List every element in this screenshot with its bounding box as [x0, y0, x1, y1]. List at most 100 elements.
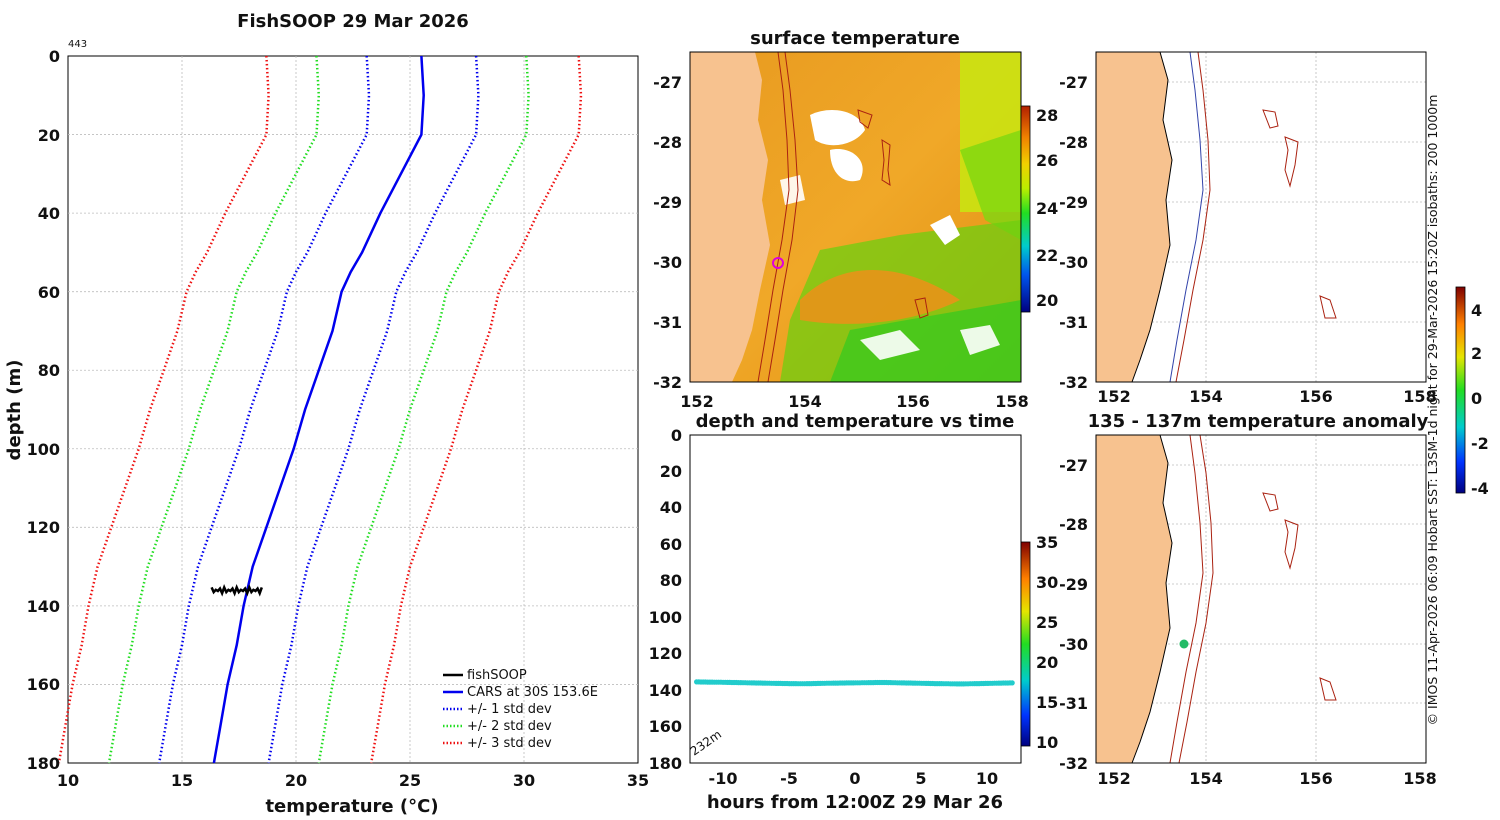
- isobath-y-ticks: -27 -28 -29 -30 -31 -32: [1059, 73, 1088, 392]
- y-tick-label: 20: [38, 126, 60, 145]
- x-tick-label: 20: [285, 771, 307, 790]
- seamount-contour: [1262, 109, 1279, 129]
- profile-axes-box: [67, 55, 639, 764]
- seamount-contour: [1319, 677, 1337, 701]
- lat-tick: -29: [1059, 193, 1088, 212]
- anomaly-map-title: 135 - 137m temperature anomaly: [1088, 411, 1429, 432]
- profile-plot: FishSOOP 29 Mar 2026 443 0 20 40 60 80 1…: [4, 11, 649, 817]
- colorbar-tick: 25: [1036, 613, 1058, 632]
- legend-label: +/- 2 std dev: [467, 719, 552, 734]
- y-tick-label: 0: [49, 47, 60, 66]
- y-tick-label: 60: [38, 283, 60, 302]
- colorbar-tick: 20: [1036, 653, 1058, 672]
- time-point: [1009, 680, 1015, 686]
- y-tick-label: 120: [27, 518, 60, 537]
- time-axes-box: [689, 434, 1022, 764]
- colorbar-tick: 22: [1036, 246, 1058, 265]
- profile-x-label: temperature (°C): [265, 796, 438, 817]
- lon-tick: 156: [1299, 769, 1332, 788]
- lon-tick: 158: [1403, 387, 1436, 406]
- anomaly-y-ticks: -27 -28 -29 -30 -31 -32: [1059, 456, 1088, 773]
- colorbar-tick: 0: [1471, 389, 1482, 408]
- y-tick-label: 100: [27, 440, 60, 459]
- lon-tick: 156: [1299, 387, 1332, 406]
- y-tick-label: 40: [660, 498, 682, 517]
- sst-coolest: [830, 300, 1021, 382]
- isobath-200m: [757, 52, 790, 382]
- lat-tick: -32: [1059, 754, 1088, 773]
- series-line-cars-at-30s-153-6e: [212, 55, 425, 764]
- lon-tick: 152: [680, 392, 713, 411]
- lat-tick: -30: [653, 253, 682, 272]
- y-tick-label: 180: [27, 754, 60, 773]
- profile-legend: fishSOOP CARS at 30S 153.6E +/- 1 std de…: [443, 668, 598, 751]
- y-tick-label: 120: [649, 644, 682, 663]
- isobath-x-ticks: 152 154 156 158: [1097, 387, 1436, 406]
- lat-tick: -29: [1059, 575, 1088, 594]
- sst-eddy: [800, 270, 960, 324]
- y-tick-label: 100: [649, 608, 682, 627]
- x-tick-label: 5: [915, 769, 926, 788]
- cloud-gap: [830, 149, 863, 182]
- y-tick-label: 140: [27, 597, 60, 616]
- lon-tick: 154: [1189, 387, 1222, 406]
- legend-label: fishSOOP: [467, 668, 527, 683]
- sst-front: [960, 130, 1021, 240]
- seamount-contour: [1284, 136, 1299, 188]
- lon-tick: 156: [896, 392, 929, 411]
- cloud-gap: [780, 175, 805, 205]
- colorbar-tick: 20: [1036, 291, 1058, 310]
- y-tick-label: 80: [660, 571, 682, 590]
- sst-x-ticks: 152 154 156 158: [680, 392, 1028, 411]
- lat-tick: -32: [1059, 373, 1088, 392]
- colorbar-tick: -2: [1471, 434, 1489, 453]
- lat-tick: -27: [1059, 73, 1088, 92]
- isobath-1000m: [1178, 434, 1214, 764]
- legend-label: CARS at 30S 153.6E: [467, 685, 598, 700]
- lon-tick: 152: [1097, 769, 1130, 788]
- anomaly-map: 135 - 137m temperature anomaly -27 -28 -…: [1059, 411, 1437, 788]
- seamount-contour: [1319, 295, 1337, 319]
- colorbar-tick: -4: [1471, 479, 1489, 498]
- x-tick-label: 30: [513, 771, 535, 790]
- time-plot-title: depth and temperature vs time: [696, 411, 1015, 432]
- cloud-gap: [860, 330, 920, 360]
- x-tick-label: 15: [171, 771, 193, 790]
- cloud-gap: [810, 110, 865, 146]
- isobath-map: -27 -28 -29 -30 -31 -32 152 154 156 158 …: [1059, 51, 1489, 498]
- profile-y-label: depth (m): [4, 360, 25, 461]
- colorbar-tick: 30: [1036, 573, 1058, 592]
- y-tick-label: 0: [671, 426, 682, 445]
- colorbar-tick: 4: [1471, 301, 1482, 320]
- credit-line: © IMOS 11-Apr-2026 06:09 Hobart SST: L3S…: [1425, 95, 1440, 726]
- anomaly-colorbar-ticks: 4 2 0 -2 -4: [1471, 301, 1489, 498]
- lat-tick: -28: [1059, 515, 1088, 534]
- x-tick-label: 35: [627, 771, 649, 790]
- seamount-contour: [1262, 492, 1279, 512]
- seamount-contour: [914, 297, 929, 319]
- x-tick-label: -10: [709, 769, 738, 788]
- sst-map-title: surface temperature: [750, 28, 960, 49]
- lon-tick: 154: [788, 392, 821, 411]
- temperature-colorbar-ticks: 35 30 25 20 15 10: [1036, 533, 1058, 752]
- time-plot: depth and temperature vs time 232m 0 20 …: [649, 411, 1059, 813]
- x-tick-label: 10: [976, 769, 998, 788]
- time-y-ticks: 0 20 40 60 80 100 120 140 160 180: [649, 426, 682, 773]
- cloud-gap: [930, 215, 960, 245]
- colorbar-tick: 10: [1036, 733, 1058, 752]
- lat-tick: -27: [653, 73, 682, 92]
- colorbar-tick: 2: [1471, 344, 1482, 363]
- anomaly-map-grid: [1096, 435, 1426, 763]
- colorbar-tick: 26: [1036, 151, 1058, 170]
- anomaly-axes-box: [1095, 434, 1427, 764]
- profile-title: FishSOOP 29 Mar 2026: [237, 11, 469, 32]
- seamount-contour: [1284, 519, 1299, 570]
- time-series: [694, 679, 1015, 687]
- y-tick-label: 140: [649, 681, 682, 700]
- series-line--3-std-dev-upper-: [369, 55, 583, 764]
- y-tick-label: 80: [38, 361, 60, 380]
- profile-y-ticks: 0 20 40 60 80 100 120 140 160 180: [27, 47, 60, 773]
- seamount-contour: [857, 109, 873, 129]
- x-tick-label: 25: [399, 771, 421, 790]
- lon-tick: 154: [1189, 769, 1222, 788]
